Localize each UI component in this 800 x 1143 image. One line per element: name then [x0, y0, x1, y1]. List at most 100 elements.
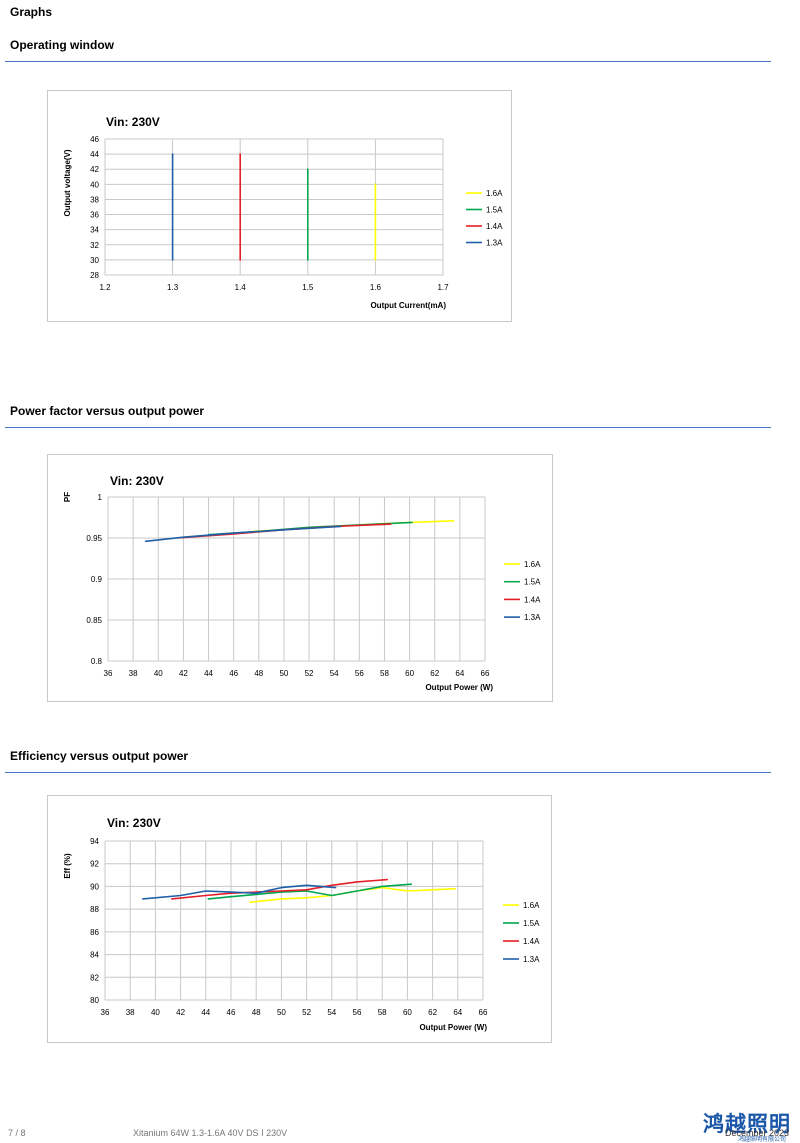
x-tick-label: 60 — [403, 1008, 412, 1017]
y-tick-label: 82 — [90, 973, 99, 982]
x-tick-label: 62 — [430, 669, 439, 678]
series-line-1-4A — [171, 878, 388, 900]
legend-label: 1.5A — [523, 919, 540, 928]
grid — [104, 138, 444, 276]
x-axis-label: Output Power (W) — [425, 683, 493, 692]
x-tick-label: 52 — [305, 669, 314, 678]
power-factor-svg: 0.8 0.85 0.9 0.95 1 36 38 40 42 44 46 48 50 52 54 56 58 6… — [63, 474, 541, 692]
y-tick-label: 42 — [90, 165, 99, 174]
x-tick-label: 56 — [353, 1008, 362, 1017]
x-tick-label: 44 — [201, 1008, 210, 1017]
x-tick-label: 66 — [481, 669, 490, 678]
y-tick-label: 46 — [90, 135, 99, 144]
footer-document-title: Xitanium 64W 1.3-1.6A 40V DS I 230V — [133, 1128, 288, 1138]
x-tick-label: 48 — [252, 1008, 261, 1017]
x-tick-label: 1.5 — [302, 283, 314, 292]
operating-window-svg: 28 30 32 34 36 38 40 42 44 46 1.2 1.3 1.4 1.5 1.6 1.7 Vi… — [63, 115, 503, 310]
y-tick-label: 94 — [90, 837, 99, 846]
y-tick-label: 80 — [90, 996, 99, 1005]
y-tick-label: 28 — [90, 271, 99, 280]
y-tick-label: 84 — [90, 951, 99, 960]
x-tick-label: 50 — [277, 1008, 286, 1017]
x-tick-label: 40 — [154, 669, 163, 678]
x-tick-label: 54 — [330, 669, 339, 678]
x-tick-label: 36 — [101, 1008, 110, 1017]
x-tick-label: 52 — [302, 1008, 311, 1017]
x-tick-label: 42 — [179, 669, 188, 678]
x-tick-label: 54 — [327, 1008, 336, 1017]
y-tick-label: 44 — [90, 150, 99, 159]
legend-label: 1.3A — [524, 613, 541, 622]
x-tick-label: 58 — [378, 1008, 387, 1017]
x-tick-label: 46 — [227, 1008, 236, 1017]
footer-date: December 2023 — [725, 1128, 790, 1138]
section-title-efficiency: Efficiency versus output power — [10, 749, 189, 763]
y-tick-label: 34 — [90, 226, 99, 235]
y-axis-label: Output voltage(V) — [63, 149, 72, 216]
legend-label: 1.4A — [486, 222, 503, 231]
y-tick-label: 0.8 — [91, 657, 103, 666]
x-tick-label: 1.7 — [437, 283, 449, 292]
x-tick-label: 60 — [405, 669, 414, 678]
legend-label: 1.6A — [486, 189, 503, 198]
section-rule — [5, 427, 771, 428]
y-tick-label: 32 — [90, 241, 99, 250]
efficiency-svg: 80 82 84 86 88 90 92 94 36 38 40 42 44 46 48 50 52 54 56 58… — [63, 816, 540, 1032]
x-tick-label: 64 — [455, 669, 464, 678]
y-tick-label: 38 — [90, 195, 99, 204]
y-tick-label: 40 — [90, 180, 99, 189]
x-tick-label: 64 — [453, 1008, 462, 1017]
x-tick-label: 50 — [279, 669, 288, 678]
vin-annotation: Vin: 230V — [107, 816, 161, 830]
y-tick-label: 30 — [90, 256, 99, 265]
legend-label: 1.5A — [524, 578, 541, 587]
x-tick-label: 38 — [129, 669, 138, 678]
y-axis-label: PF — [63, 492, 72, 502]
legend-label: 1.3A — [486, 239, 503, 248]
y-tick-label: 86 — [90, 928, 99, 937]
x-tick-label: 62 — [428, 1008, 437, 1017]
legend-label: 1.3A — [523, 955, 540, 964]
x-tick-label: 42 — [176, 1008, 185, 1017]
x-tick-label: 40 — [151, 1008, 160, 1017]
x-tick-label: 1.6 — [370, 283, 382, 292]
vin-annotation: Vin: 230V — [110, 474, 164, 488]
y-tick-label: 92 — [90, 860, 99, 869]
y-tick-label: 36 — [90, 211, 99, 220]
y-tick-label: 88 — [90, 905, 99, 914]
legend-label: 1.4A — [524, 595, 541, 604]
x-tick-label: 1.2 — [99, 283, 111, 292]
y-tick-label: 1 — [98, 493, 103, 502]
series-line-1-5A — [207, 883, 412, 900]
x-tick-label: 38 — [126, 1008, 135, 1017]
series-line-1-3A — [142, 884, 337, 900]
legend-label: 1.6A — [523, 901, 540, 910]
x-tick-label: 1.4 — [235, 283, 247, 292]
page-heading: Graphs — [10, 5, 53, 19]
series-line-1-6A — [249, 886, 457, 904]
x-tick-label: 66 — [479, 1008, 488, 1017]
legend-label: 1.5A — [486, 206, 503, 215]
y-tick-label: 0.95 — [86, 534, 102, 543]
x-tick-label: 48 — [254, 669, 263, 678]
grid — [104, 840, 484, 1001]
company-logo-subtitle: 鸿越照明有限公司 — [738, 1137, 787, 1143]
efficiency-chart: 80 82 84 86 88 90 92 94 36 38 40 42 44 46 48 50 52 54 56 58… — [47, 795, 552, 1043]
y-tick-label: 0.85 — [86, 616, 102, 625]
company-logo: 鸿越照明 — [703, 1112, 791, 1136]
x-tick-label: 58 — [380, 669, 389, 678]
x-tick-label: 36 — [104, 669, 113, 678]
x-axis-label: Output Current(mA) — [370, 301, 446, 310]
vin-annotation: Vin: 230V — [106, 115, 160, 129]
operating-window-chart: 28 30 32 34 36 38 40 42 44 46 1.2 1.3 1.4 1.5 1.6 1.7 Vi… — [47, 90, 512, 322]
legend-label: 1.6A — [524, 560, 541, 569]
x-tick-label: 1.3 — [167, 283, 179, 292]
legend-label: 1.4A — [523, 937, 540, 946]
section-rule — [5, 61, 771, 62]
y-axis-label: Eff (%) — [63, 853, 72, 879]
x-tick-label: 56 — [355, 669, 364, 678]
x-tick-label: 44 — [204, 669, 213, 678]
series-line-1-3A — [144, 525, 342, 543]
section-title-power-factor: Power factor versus output power — [10, 404, 205, 418]
grid — [107, 496, 486, 662]
